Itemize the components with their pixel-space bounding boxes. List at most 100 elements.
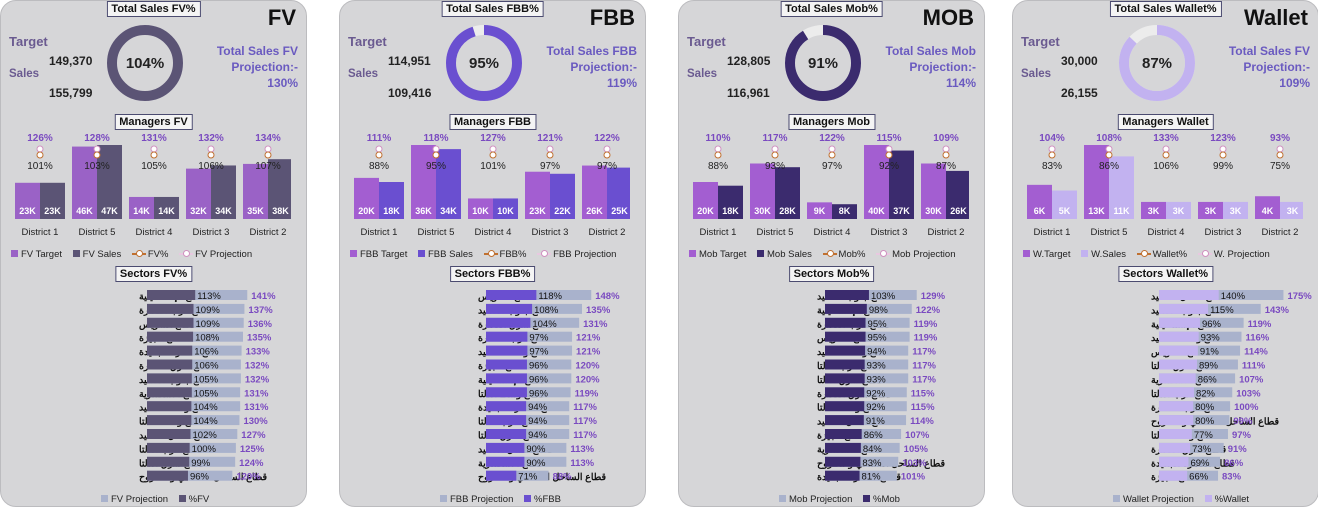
pct-label: 88% [708, 161, 728, 172]
target-bar-label: 23K [19, 206, 36, 216]
sector-projection-label: 120% [575, 374, 600, 385]
sector-legend-proj: Mob Projection [779, 494, 852, 505]
district-label: District 5 [757, 227, 794, 238]
target-bar [129, 196, 154, 219]
projection-line1: Total Sales FBB [546, 44, 637, 58]
sector-projection-label: 121% [576, 333, 601, 344]
sales-label: Sales [9, 68, 40, 80]
sector-projection-label: 83% [1222, 472, 1242, 483]
legend-proj-line [537, 250, 552, 258]
sector-legend-pct-label: %FBB [534, 494, 561, 505]
sector-projection-label: 117% [912, 347, 936, 358]
sector-pct-label: 96% [529, 361, 549, 372]
sector-pct-bar [825, 373, 865, 384]
legend-sales: W.Sales [1081, 249, 1126, 260]
projection-point [1219, 145, 1227, 153]
sector-pct-bar [1159, 359, 1197, 370]
pct-label: 93% [765, 161, 785, 172]
sector-pct-label: 93% [867, 374, 887, 385]
sector-projection-label: 101% [901, 472, 926, 483]
projection-block: Total Sales FV Projection:- 130% [217, 43, 298, 91]
sector-pct-bar [486, 387, 527, 398]
legend-pct-label: Mob% [838, 249, 866, 260]
sector-projection-bar [147, 290, 248, 300]
sector-pct-bar [486, 442, 525, 453]
sector-pct-label: 92% [866, 402, 886, 413]
sales-bar [718, 185, 743, 219]
legend-proj: Mob Projection [876, 249, 955, 260]
sector-legend-proj-label: Wallet Projection [1123, 494, 1194, 505]
district-chart: 6K 5K District 1 104% 83% 13K 11K District 5 108… [1027, 133, 1303, 238]
district-label: District 4 [475, 227, 512, 238]
target-bar-label: 32K [190, 206, 207, 216]
sector-projection-bar [486, 429, 570, 439]
sector-projection-label: 143% [1265, 305, 1290, 316]
sales-bar [1166, 201, 1191, 219]
dashboard-panel: Total Sales FV% FV Target Sales 149,370 … [0, 0, 307, 507]
sector-projection-bar [147, 303, 245, 314]
projection-label: 131% [141, 133, 167, 144]
sector-pct-bar [147, 345, 193, 356]
target-value: 149,370 [49, 54, 93, 68]
sector-pct-bar [1159, 317, 1200, 328]
sector-chart: قطاع السويس118%148%قطاع جنوب الصعيد108%1… [478, 290, 620, 483]
district-label: District 2 [1262, 227, 1299, 238]
pct-point [150, 151, 158, 159]
legend-target: Mob Target [689, 249, 746, 260]
sales-bar [493, 198, 518, 219]
sector-pct-label: 93% [1201, 333, 1221, 344]
sector-projection-bar [825, 331, 910, 342]
sector-pct-bar [1159, 345, 1198, 356]
projection-point [828, 145, 836, 153]
projection-label: 127% [480, 133, 506, 144]
target-bar-label: 35K [247, 206, 264, 216]
sector-pct-label: 92% [866, 388, 886, 399]
projection-point [264, 145, 272, 153]
sector-pct-label: 83% [862, 458, 882, 469]
sales-bar [607, 167, 630, 219]
sector-projection-label: 120% [575, 361, 600, 372]
gauge-percent: 95% [468, 54, 500, 72]
sales-bar [889, 150, 914, 219]
sales-label: Sales [687, 68, 718, 80]
legend-sales-label: W.Sales [1091, 249, 1126, 260]
projection-block: Total Sales FBB Projection:- 119% [547, 43, 637, 91]
district-legend: W.Target W.Sales Wallet% W. Projection [1023, 249, 1278, 260]
legend-target-label: FV Target [21, 249, 63, 260]
target-bar [921, 163, 946, 219]
sector-projection-label: 107% [905, 430, 930, 441]
managers-label: Managers Mob [787, 114, 876, 130]
sector-projection-bar [1159, 401, 1231, 412]
sector-projection-bar [486, 387, 571, 398]
dashboard-panel: Total Sales Wallet% Wallet Target Sales … [1012, 0, 1318, 507]
sector-pct-label: 94% [867, 347, 887, 358]
sector-projection-bar [486, 442, 567, 453]
sector-pct-label: 80% [1195, 416, 1215, 427]
target-value: 30,000 [1061, 54, 1098, 68]
sector-projection-label: 133% [246, 347, 271, 358]
sales-bar [379, 182, 404, 219]
projection-label: 109% [933, 133, 959, 144]
target-bar-label: 23K [529, 206, 546, 216]
sector-pct-bar [1159, 442, 1191, 453]
projection-line2: Projection:- [909, 60, 976, 74]
legend-proj-label: FBB Projection [553, 249, 617, 260]
sector-legend-proj-label: Mob Projection [789, 494, 853, 505]
sector-projection-bar [825, 303, 912, 314]
sector-projection-label: 117% [573, 416, 597, 427]
sector-pct-label: 104% [532, 319, 557, 330]
legend-proj-label: W. Projection [1213, 249, 1270, 260]
district-label: District 5 [418, 227, 455, 238]
sector-pct-bar [1159, 429, 1192, 439]
pct-label: 97% [822, 161, 842, 172]
target-bar [693, 182, 718, 219]
sector-pct-label: 95% [868, 319, 888, 330]
sector-pct-bar [147, 442, 190, 453]
pct-point [375, 151, 383, 159]
pct-point [93, 151, 101, 159]
sector-projection-bar [825, 387, 907, 398]
pct-label: 99% [1213, 161, 1233, 172]
target-label: Target [348, 34, 387, 49]
sector-pct-bar [147, 415, 192, 426]
sector-projection-label: 113% [570, 444, 594, 455]
